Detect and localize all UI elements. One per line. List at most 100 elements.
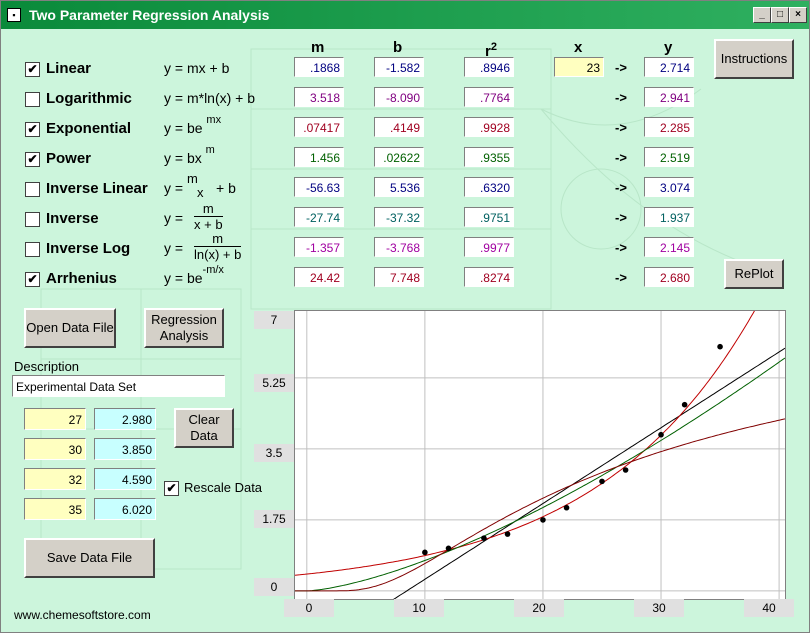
formula: y = bx m	[164, 144, 215, 166]
header-r2: r2	[485, 41, 497, 60]
formula-tail: + b	[216, 180, 236, 196]
m-value: .1868	[294, 57, 344, 77]
arrow: ->	[615, 90, 627, 105]
rescale-label: Rescale Data	[184, 480, 263, 495]
formula-fraction: m x + b	[194, 201, 223, 232]
r2-value: .9355	[464, 147, 514, 167]
arrow: ->	[615, 270, 627, 285]
data-x-input[interactable]: 30	[24, 438, 86, 460]
formula: y = be-m/x	[164, 264, 224, 286]
m-value: -27.74	[294, 207, 344, 227]
frac-num: m	[212, 231, 224, 246]
maximize-button[interactable]: □	[771, 7, 789, 23]
title-bar: ▪ Two Parameter Regression Analysis _ □ …	[1, 1, 809, 29]
data-point	[717, 343, 723, 350]
save-data-file-button[interactable]: Save Data File	[24, 538, 155, 578]
b-value: -1.582	[374, 57, 424, 77]
m-value: -56.63	[294, 177, 344, 197]
checkbox-inverse-log[interactable]	[25, 242, 40, 257]
data-y-input[interactable]: 3.850	[94, 438, 156, 460]
r2-value: .8946	[464, 57, 514, 77]
regression-analysis-button[interactable]: Regression Analysis	[144, 308, 224, 348]
b-value: 5.536	[374, 177, 424, 197]
m-value: -1.357	[294, 237, 344, 257]
x-tick: 30	[634, 599, 684, 617]
y-tick: 5.25	[254, 374, 294, 392]
b-value: .4149	[374, 117, 424, 137]
checkbox-linear[interactable]: ✔	[25, 62, 40, 77]
checkbox-inverse-linear[interactable]	[25, 182, 40, 197]
y-tick: 0	[254, 578, 294, 596]
data-y-input[interactable]: 6.020	[94, 498, 156, 520]
client-area: m b r2 x y Instructions ✔ Linear y = mx …	[1, 29, 809, 633]
row-exponential: ✔ Exponential y = be mx .07417 .4149 .99…	[1, 114, 809, 141]
arrow: ->	[615, 150, 627, 165]
arrow: ->	[615, 240, 627, 255]
close-button[interactable]: ×	[789, 7, 807, 23]
minimize-button[interactable]: _	[753, 7, 771, 23]
arrow: ->	[615, 120, 627, 135]
y-value: 2.285	[644, 117, 694, 137]
arrow: ->	[615, 210, 627, 225]
data-y-input[interactable]: 2.980	[94, 408, 156, 430]
row-logarithmic: Logarithmic y = m*ln(x) + b 3.518 -8.090…	[1, 87, 809, 111]
footer-url[interactable]: www.chemesoftstore.com	[14, 608, 151, 622]
b-value: -37.32	[374, 207, 424, 227]
data-x-input[interactable]: 35	[24, 498, 86, 520]
data-x-input[interactable]: 27	[24, 408, 86, 430]
r2-value: .8274	[464, 267, 514, 287]
checkbox-power[interactable]: ✔	[25, 152, 40, 167]
checkbox-arrhenius[interactable]: ✔	[25, 272, 40, 287]
replot-button[interactable]: RePlot	[724, 259, 784, 289]
y-value: 1.937	[644, 207, 694, 227]
checkbox-exponential[interactable]: ✔	[25, 122, 40, 137]
x-tick: 10	[394, 599, 444, 617]
y-value: 2.519	[644, 147, 694, 167]
frac-num: m	[202, 201, 214, 216]
data-point	[658, 431, 664, 438]
rescale-checkbox[interactable]: ✔	[164, 481, 179, 496]
y-tick: 7	[254, 311, 294, 329]
row-label: Linear	[46, 60, 92, 77]
formula-fraction: m ln(x) + b	[194, 231, 242, 262]
formula-frac-num: m	[187, 171, 198, 186]
data-y-input[interactable]: 4.590	[94, 468, 156, 490]
clear-data-button[interactable]: Clear Data	[174, 408, 234, 448]
window-title: Two Parameter Regression Analysis	[29, 7, 270, 23]
y-tick: 3.5	[254, 444, 294, 462]
formula: y =	[164, 210, 184, 226]
b-value: -3.768	[374, 237, 424, 257]
checkbox-inverse[interactable]	[25, 212, 40, 227]
checkbox-logarithmic[interactable]	[25, 92, 40, 107]
arrow: ->	[615, 60, 627, 75]
formula: y =	[164, 240, 184, 256]
description-input[interactable]: Experimental Data Set	[12, 375, 225, 397]
row-linear: ✔ Linear y = mx + b .1868 -1.582 .8946 2…	[1, 57, 809, 81]
row-inverse-log: Inverse Log y = m ln(x) + b -1.357 -3.76…	[1, 231, 809, 262]
data-point	[422, 549, 428, 556]
row-inverse: Inverse y = m x + b -27.74 -37.32 .9751 …	[1, 201, 809, 232]
app-icon: ▪	[7, 8, 21, 22]
y-value: 2.680	[644, 267, 694, 287]
data-point	[622, 467, 629, 473]
frac-den: ln(x) + b	[194, 246, 242, 262]
data-x-input[interactable]: 32	[24, 468, 86, 490]
instructions-button[interactable]: Instructions	[714, 39, 794, 79]
formula: y = mx + b	[164, 60, 230, 76]
m-value: 1.456	[294, 147, 344, 167]
x-tick: 20	[514, 599, 564, 617]
open-data-file-button[interactable]: Open Data File	[24, 308, 116, 348]
fit-line-linear	[340, 347, 786, 633]
data-point	[599, 478, 605, 485]
row-power: ✔ Power y = bx m 1.456 .02622 .9355 -> 2…	[1, 144, 809, 171]
data-point	[504, 531, 511, 537]
fit-line-arrhenius	[295, 418, 786, 592]
m-value: .07417	[294, 117, 344, 137]
data-point	[445, 545, 452, 552]
arrow: ->	[615, 180, 627, 195]
data-point	[481, 535, 487, 541]
x-input[interactable]: 23	[554, 57, 604, 77]
y-tick: 1.75	[254, 510, 294, 528]
r2-value: .9751	[464, 207, 514, 227]
